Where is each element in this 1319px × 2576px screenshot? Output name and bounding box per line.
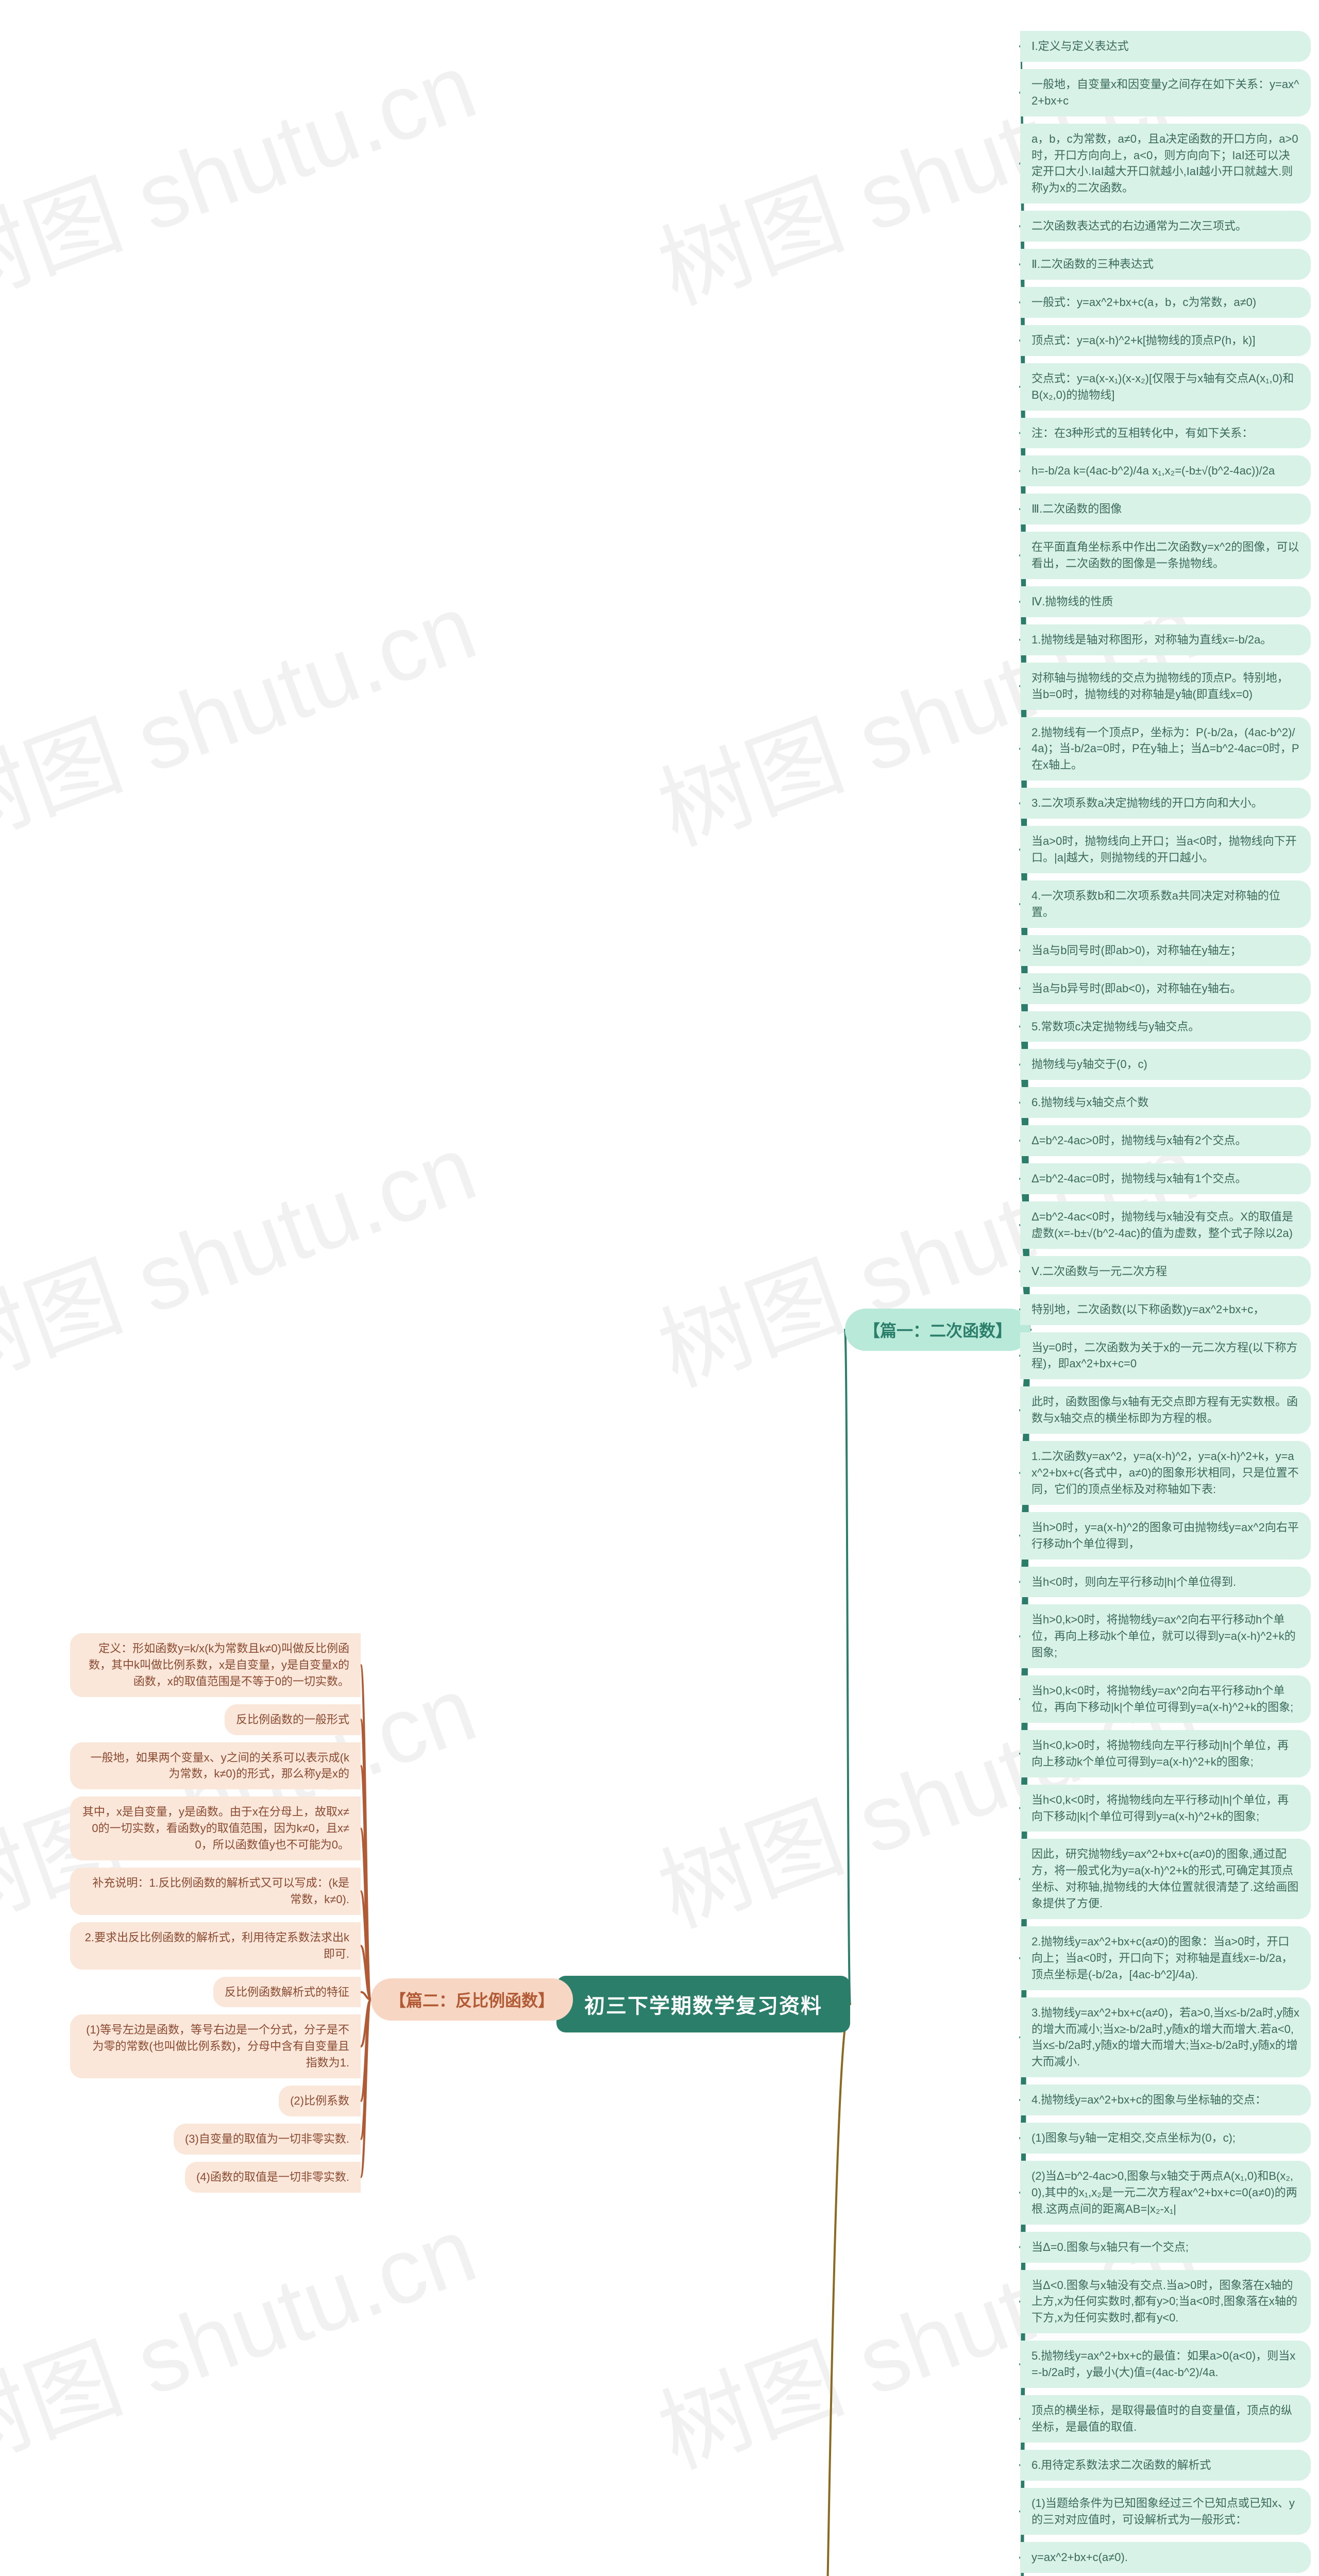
leaf-item: 5.常数项c决定抛物线与y轴交点。	[1020, 1011, 1311, 1042]
leaf-item: 在平面直角坐标系中作出二次函数y=x^2的图像，可以看出，二次函数的图像是一条抛…	[1020, 532, 1311, 579]
leaf-item: Ⅴ.二次函数与一元二次方程	[1020, 1256, 1311, 1287]
leaf-item: 2.要求出反比例函数的解析式，利用待定系数法求出k即可.	[70, 1922, 361, 1970]
leaf-item: 一般地，自变量x和因变量y之间存在如下关系：y=ax^2+bx+c	[1020, 69, 1311, 116]
watermark-text: 树图 shutu.cn	[0, 11, 491, 329]
leaf-item: 4.一次项系数b和二次项系数a共同决定对称轴的位置。	[1020, 880, 1311, 928]
leaf-item: (4)函数的取值是一切非零实数.	[185, 2162, 361, 2193]
leaf-item: 定义：形如函数y=k/x(k为常数且k≠0)叫做反比例函数，其中k叫做比例系数，…	[70, 1633, 361, 1697]
leaf-item: 抛物线与y轴交于(0，c)	[1020, 1049, 1311, 1080]
leaf-item: 6.抛物线与x轴交点个数	[1020, 1087, 1311, 1118]
leaf-item: 4.抛物线y=ax^2+bx+c的图象与坐标轴的交点：	[1020, 2084, 1311, 2115]
leaf-item: 因此，研究抛物线y=ax^2+bx+c(a≠0)的图象,通过配方，将一般式化为y…	[1020, 1839, 1311, 1919]
leaf-item: 当h>0,k>0时，将抛物线y=ax^2向右平行移动h个单位，再向上移动k个单位…	[1020, 1604, 1311, 1668]
leaf-item: 二次函数表达式的右边通常为二次三项式。	[1020, 211, 1311, 242]
branch-1-leaves: Ⅰ.定义与定义表达式一般地，自变量x和因变量y之间存在如下关系：y=ax^2+b…	[1020, 31, 1311, 2576]
branch-2-text: 【篇二：反比例函数】	[390, 1991, 554, 2010]
leaf-item: (2)比例系数	[279, 2086, 361, 2116]
leaf-item: Δ=b^2-4ac<0时，抛物线与x轴没有交点。X的取值是虚数(x=-b±√(b…	[1020, 1201, 1311, 1249]
leaf-item: 反比例函数解析式的特征	[213, 1977, 361, 2008]
root-node: 初三下学期数学复习资料	[556, 1976, 850, 2032]
watermark-text: 树图 shutu.cn	[0, 1093, 491, 1411]
leaf-item: (1)等号左边是函数，等号右边是一个分式，分子是不为零的常数(也叫做比例系数)，…	[70, 2014, 361, 2078]
leaf-item: Ⅰ.定义与定义表达式	[1020, 31, 1311, 62]
leaf-item: 当y=0时，二次函数为关于x的一元二次方程(以下称方程)，即ax^2+bx+c=…	[1020, 1332, 1311, 1380]
leaf-item: h=-b/2a k=(4ac-b^2)/4a x₁,x₂=(-b±√(b^2-4…	[1020, 455, 1311, 486]
watermark-text: 树图 shutu.cn	[0, 2175, 491, 2493]
branch-1-label: 【篇一：二次函数】	[845, 1309, 1030, 1351]
leaf-item: 2.抛物线有一个顶点P，坐标为：P(-b/2a，(4ac-b^2)/4a)；当-…	[1020, 717, 1311, 781]
leaf-item: 此时，函数图像与x轴有无交点即方程有无实数根。函数与x轴交点的横坐标即为方程的根…	[1020, 1386, 1311, 1434]
leaf-item: 特别地，二次函数(以下称函数)y=ax^2+bx+c，	[1020, 1294, 1311, 1325]
leaf-item: Ⅳ.抛物线的性质	[1020, 586, 1311, 617]
leaf-item: 一般地，如果两个变量x、y之间的关系可以表示成(k为常数，k≠0)的形式，那么称…	[70, 1742, 361, 1790]
leaf-item: 一般式：y=ax^2+bx+c(a，b，c为常数，a≠0)	[1020, 287, 1311, 318]
leaf-item: 3.二次项系数a决定抛物线的开口方向和大小。	[1020, 788, 1311, 819]
leaf-item: 1.抛物线是轴对称图形，对称轴为直线x=-b/2a。	[1020, 624, 1311, 655]
leaf-item: Δ=b^2-4ac=0时，抛物线与x轴有1个交点。	[1020, 1163, 1311, 1194]
leaf-item: 当a与b同号时(即ab>0)，对称轴在y轴左；	[1020, 935, 1311, 966]
leaf-item: 当h>0时，y=a(x-h)^2的图象可由抛物线y=ax^2向右平行移动h个单位…	[1020, 1512, 1311, 1560]
leaf-item: y=ax^2+bx+c(a≠0).	[1020, 2542, 1311, 2573]
leaf-item: (1)当题给条件为已知图象经过三个已知点或已知x、y的三对对应值时，可设解析式为…	[1020, 2488, 1311, 2535]
leaf-item: Ⅱ.二次函数的三种表达式	[1020, 249, 1311, 280]
leaf-item: 当Δ=0.图象与x轴只有一个交点;	[1020, 2232, 1311, 2263]
leaf-item: Δ=b^2-4ac>0时，抛物线与x轴有2个交点。	[1020, 1125, 1311, 1156]
branch-2-leaves: 定义：形如函数y=k/x(k为常数且k≠0)叫做反比例函数，其中k叫做比例系数，…	[70, 1633, 361, 2193]
leaf-item: (3)自变量的取值为一切非零实数.	[174, 2124, 361, 2155]
leaf-item: 其中，x是自变量，y是函数。由于x在分母上，故取x≠0的一切实数，看函数y的取值…	[70, 1797, 361, 1860]
leaf-item: 1.二次函数y=ax^2，y=a(x-h)^2，y=a(x-h)^2+k，y=a…	[1020, 1441, 1311, 1505]
leaf-item: Ⅲ.二次函数的图像	[1020, 494, 1311, 524]
branch-1-text: 【篇一：二次函数】	[864, 1321, 1012, 1340]
leaf-item: (1)图象与y轴一定相交,交点坐标为(0，c);	[1020, 2123, 1311, 2154]
leaf-item: 当h>0,k<0时，将抛物线y=ax^2向右平行移动h个单位，再向下移动|k|个…	[1020, 1675, 1311, 1723]
leaf-item: 当h<0,k>0时，将抛物线向左平行移动|h|个单位，再向上移动k个单位可得到y…	[1020, 1730, 1311, 1777]
leaf-item: 交点式：y=a(x-x₁)(x-x₂)[仅限于与x轴有交点A(x₁,0)和B(x…	[1020, 363, 1311, 411]
leaf-item: 当a>0时，抛物线向上开口；当a<0时，抛物线向下开口。|a|越大，则抛物线的开…	[1020, 826, 1311, 873]
leaf-item: 2.抛物线y=ax^2+bx+c(a≠0)的图象：当a>0时，开口向上；当a<0…	[1020, 1926, 1311, 1990]
leaf-item: 当a与b异号时(即ab<0)，对称轴在y轴右。	[1020, 973, 1311, 1004]
leaf-item: (2)当Δ=b^2-4ac>0,图象与x轴交于两点A(x₁,0)和B(x₂,0)…	[1020, 2161, 1311, 2225]
watermark-text: 树图 shutu.cn	[0, 552, 491, 870]
leaf-item: 当Δ<0.图象与x轴没有交点.当a>0时，图象落在x轴的上方,x为任何实数时,都…	[1020, 2270, 1311, 2334]
leaf-item: 当h<0,k<0时，将抛物线向左平行移动|h|个单位，再向下移动|k|个单位可得…	[1020, 1785, 1311, 1832]
leaf-item: 顶点式：y=a(x-h)^2+k[抛物线的顶点P(h，k)]	[1020, 325, 1311, 356]
leaf-item: 顶点的横坐标，是取得最值时的自变量值，顶点的纵坐标，是最值的取值.	[1020, 2395, 1311, 2443]
leaf-item: 当h<0时，则向左平行移动|h|个单位得到.	[1020, 1567, 1311, 1598]
leaf-item: 反比例函数的一般形式	[225, 1704, 361, 1735]
leaf-item: 注：在3种形式的互相转化中，有如下关系：	[1020, 418, 1311, 449]
root-label: 初三下学期数学复习资料	[584, 1995, 822, 2018]
leaf-item: 补充说明：1.反比例函数的解析式又可以写成：(k是常数，k≠0).	[70, 1868, 361, 1915]
leaf-item: 对称轴与抛物线的交点为抛物线的顶点P。特别地，当b=0时，抛物线的对称轴是y轴(…	[1020, 663, 1311, 710]
leaf-item: a，b，c为常数，a≠0，且a决定函数的开口方向，a>0时，开口方向向上，a<0…	[1020, 124, 1311, 204]
branch-2-label: 【篇二：反比例函数】	[371, 1978, 573, 2021]
leaf-item: 3.抛物线y=ax^2+bx+c(a≠0)，若a>0,当x≤-b/2a时,y随x…	[1020, 1997, 1311, 2078]
leaf-item: 5.抛物线y=ax^2+bx+c的最值：如果a>0(a<0)，则当x=-b/2a…	[1020, 2341, 1311, 2388]
leaf-item: 6.用待定系数法求二次函数的解析式	[1020, 2450, 1311, 2481]
